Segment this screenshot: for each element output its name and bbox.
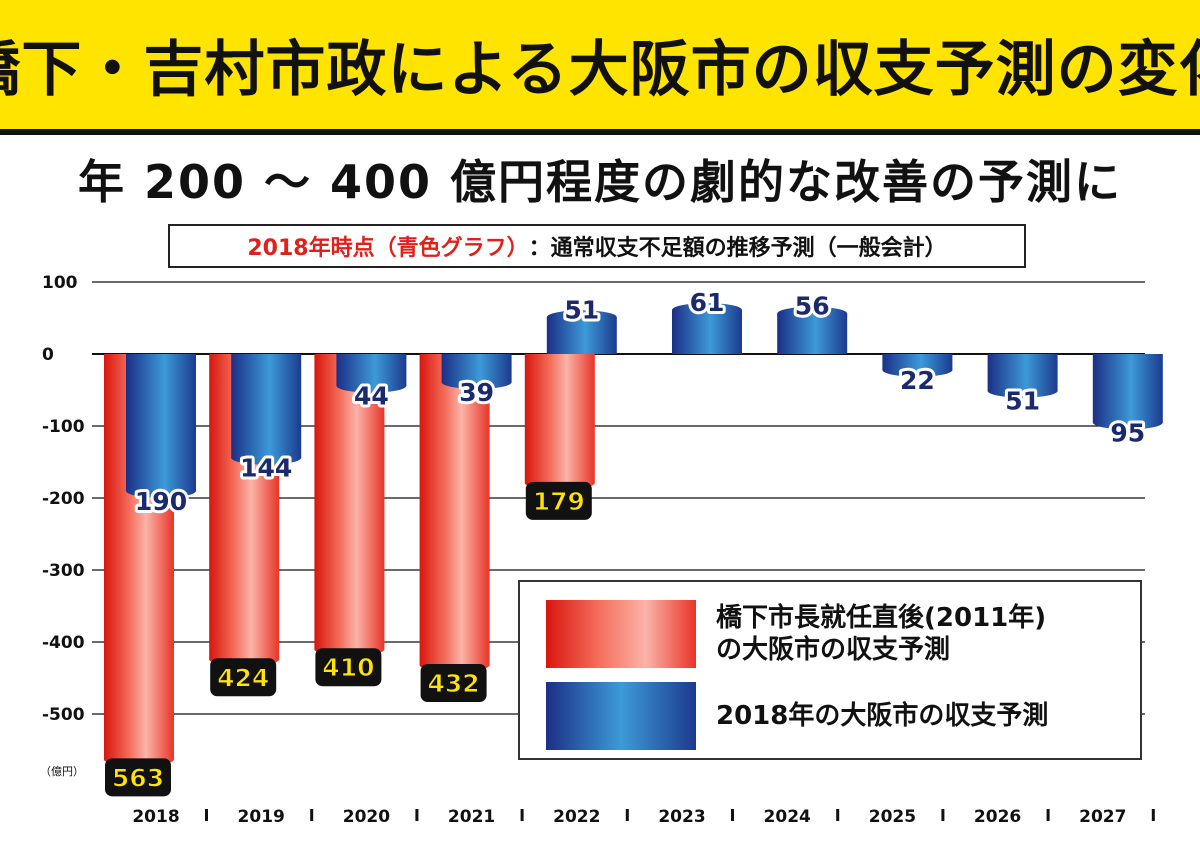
x-tick-label: 2023: [658, 807, 705, 827]
bar-blue-2019-cap: [231, 450, 302, 465]
legend-item-blue: 2018年の大阪市の収支予測: [546, 682, 1048, 750]
x-tick-label: 2018: [132, 807, 179, 827]
data-label-blue-2020: 44: [354, 382, 389, 411]
legend-label-red: 橋下市長就任直後(2011年) の大阪市の収支予測: [716, 602, 1046, 666]
bar-blue-2021-cap: [441, 375, 512, 390]
data-label-red-2022-box: [525, 481, 592, 520]
y-tick-label: -500: [42, 705, 85, 725]
data-label-blue-2020-halo: 44: [354, 382, 389, 411]
data-label-blue-2026: 51: [1005, 387, 1040, 416]
bar-blue-2020-cap: [336, 378, 407, 393]
data-label-blue-2025-halo: 22: [900, 366, 935, 395]
bar-blue-2026-cap: [987, 383, 1058, 398]
x-tick-mark: [625, 809, 629, 821]
data-label-red-2020: 410: [322, 653, 374, 682]
data-label-blue-2019: 144: [240, 454, 292, 483]
x-tick-mark: [836, 809, 840, 821]
data-label-red-2022: 179: [533, 487, 585, 516]
bar-blue-2027: [1092, 354, 1163, 423]
x-tick-label: 2020: [343, 807, 390, 827]
data-label-blue-2023-halo: 61: [690, 288, 725, 317]
x-tick-label: 2027: [1079, 807, 1126, 827]
data-label-red-2019: 424: [217, 663, 269, 692]
bar-blue-2027-cap: [1092, 415, 1163, 430]
bar-blue-2022-cap: [546, 310, 617, 325]
y-tick-label: 0: [42, 345, 54, 365]
bar-blue-2019: [231, 354, 302, 458]
x-tick-label: 2022: [553, 807, 600, 827]
legend-item-red: 橋下市長就任直後(2011年) の大阪市の収支予測: [546, 600, 1046, 668]
bar-blue-2018-cap: [126, 483, 196, 498]
data-label-blue-2021: 39: [459, 378, 494, 407]
bar-blue-2023: [672, 310, 742, 354]
caption-text: ：通常収支不足額の推移予測（一般会計）: [528, 236, 947, 261]
data-label-blue-2023: 61: [690, 288, 725, 317]
chart-caption: 2018年時点（青色グラフ） ：通常収支不足額の推移予測（一般会計）: [168, 224, 1026, 268]
x-tick-label: 2021: [448, 807, 495, 827]
bar-blue-2018: [126, 354, 196, 491]
title-banner: 橋下・吉村市政による大阪市の収支予測の変化: [0, 0, 1200, 135]
x-tick-mark: [205, 809, 208, 821]
bar-red-2020: [314, 354, 385, 650]
legend-label-red-line1: 橋下市長就任直後(2011年): [716, 603, 1047, 633]
data-label-red-2019-box: [210, 658, 277, 697]
data-label-blue-2027: 95: [1110, 418, 1145, 447]
data-label-blue-2027-halo: 95: [1110, 418, 1145, 447]
x-tick-mark: [415, 809, 419, 821]
x-tick-label: 2024: [764, 807, 811, 827]
data-label-red-2020-box: [315, 648, 382, 687]
x-tick-mark: [1046, 809, 1050, 821]
data-label-blue-2018: 190: [135, 487, 187, 516]
data-label-red-2021-box: [420, 664, 487, 703]
data-label-red-2018-box: [105, 758, 171, 797]
chart-title: 橋下・吉村市政による大阪市の収支予測の変化: [0, 35, 1200, 105]
data-label-blue-2024: 56: [795, 292, 830, 321]
data-label-blue-2022-halo: 51: [564, 295, 599, 324]
data-label-blue-2022: 51: [564, 295, 599, 324]
y-tick-label: -300: [42, 561, 85, 581]
bar-blue-2023-cap: [672, 303, 742, 318]
data-label-blue-2021-halo: 39: [459, 378, 494, 407]
x-tick-label: 2026: [974, 807, 1021, 827]
chart-subtitle: 年 200 ～ 400 億円程度の劇的な改善の予測に: [77, 155, 1123, 209]
y-tick-label: -100: [42, 417, 85, 437]
x-tick-label: 2025: [869, 807, 916, 827]
data-label-blue-2025: 22: [900, 366, 935, 395]
data-label-red-2021: 432: [428, 669, 480, 698]
x-tick-mark: [1151, 809, 1155, 821]
data-label-blue-2024-halo: 56: [795, 292, 830, 321]
y-tick-label: -400: [42, 633, 85, 653]
legend-label-blue: 2018年の大阪市の収支予測: [716, 701, 1049, 731]
data-label-blue-2026-halo: 51: [1005, 387, 1040, 416]
x-tick-label: 2019: [238, 807, 285, 827]
y-tick-label: 100: [42, 273, 78, 293]
x-tick-mark: [941, 809, 945, 821]
x-tick-mark: [731, 809, 734, 821]
chart-legend: 橋下市長就任直後(2011年) の大阪市の収支予測 2018年の大阪市の収支予測: [518, 580, 1142, 760]
legend-swatch-red: [546, 600, 696, 668]
bar-blue-2024-cap: [777, 306, 848, 321]
x-tick-mark: [520, 809, 524, 821]
bar-red-2021: [419, 354, 490, 666]
caption-highlight: 2018年時点（青色グラフ）: [247, 236, 529, 261]
bar-blue-2025-cap: [882, 362, 953, 377]
legend-label-red-line2: の大阪市の収支予測: [716, 635, 951, 665]
y-unit-label: （億円）: [40, 765, 84, 778]
x-tick-mark: [310, 809, 314, 821]
y-tick-label: -200: [42, 489, 85, 509]
data-label-red-2018: 563: [112, 763, 164, 792]
legend-swatch-blue: [546, 682, 696, 750]
data-label-blue-2019-halo: 144: [240, 454, 292, 483]
data-label-blue-2018-halo: 190: [135, 487, 187, 516]
bar-red-2022: [524, 354, 595, 483]
